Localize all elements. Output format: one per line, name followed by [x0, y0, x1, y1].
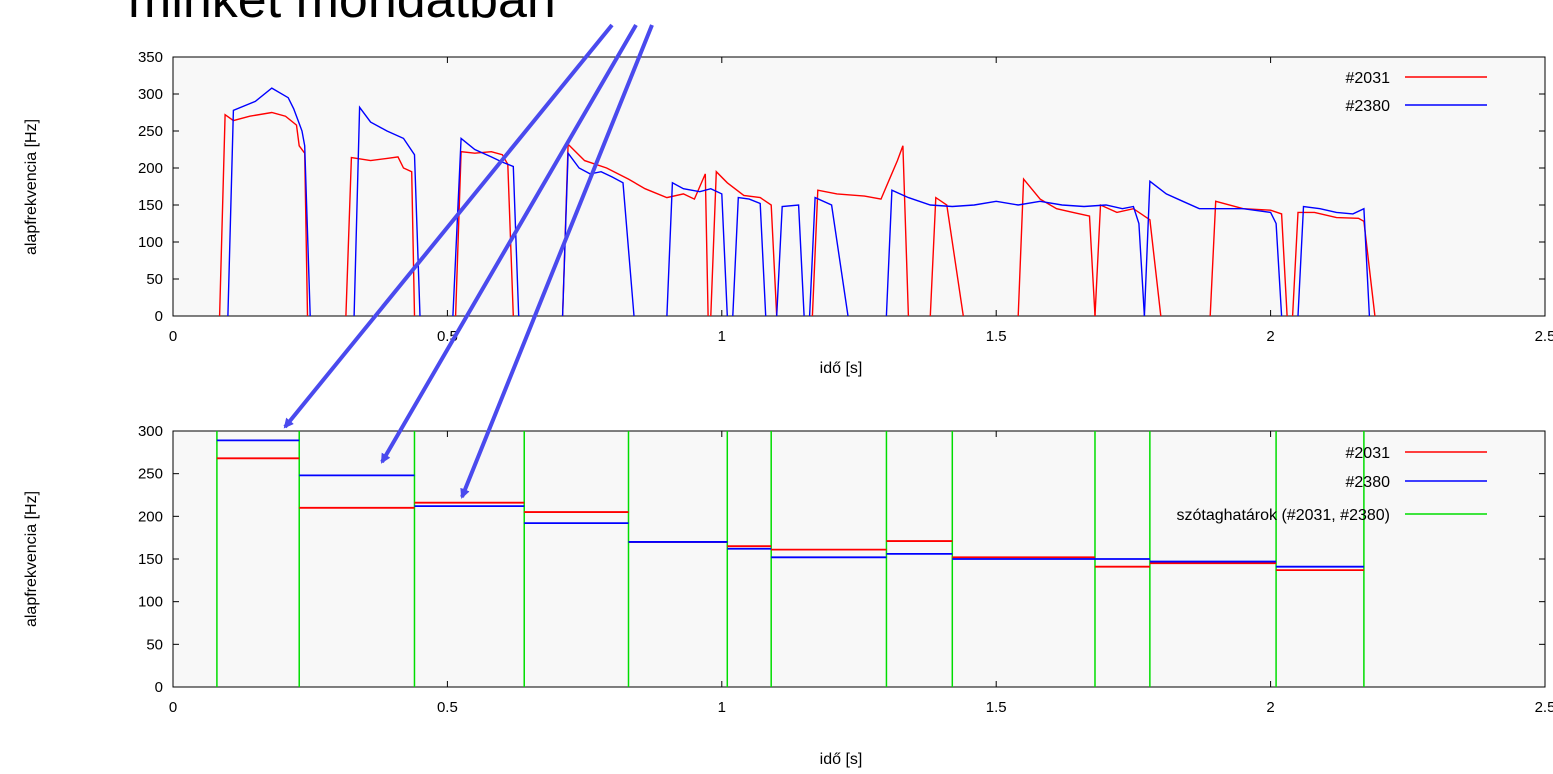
y-axis-label: alapfrekvencia [Hz]	[23, 491, 40, 627]
y-tick-label: 150	[138, 551, 163, 568]
f0-contour-segment	[811, 145, 910, 317]
f0-contour-segment	[1143, 179, 1283, 317]
y-tick-label: 150	[138, 197, 163, 214]
x-tick-label: 0.5	[437, 699, 458, 716]
f0-contour-segment	[776, 204, 805, 317]
y-tick-label: 200	[138, 160, 163, 177]
y-tick-label: 0	[155, 308, 163, 325]
f0-contour-segment	[561, 151, 635, 317]
y-tick-label: 0	[155, 679, 163, 696]
y-tick-label: 350	[138, 49, 163, 66]
y-tick-label: 50	[146, 271, 163, 288]
f0-contour-segment	[808, 196, 849, 317]
f0-contour-segment	[452, 136, 520, 317]
y-axis-label: alapfrekvencia [Hz]	[23, 119, 40, 255]
plot-area	[172, 56, 1546, 317]
f0-contour-segment	[666, 181, 728, 317]
y-tick-label: 300	[138, 86, 163, 103]
f0-contour-segment	[1297, 205, 1371, 317]
legend: #2031 #2380	[1346, 70, 1487, 115]
f0-contour-segment	[1017, 177, 1096, 317]
x-tick-label: 1.5	[986, 328, 1007, 345]
legend-label-2031: #2031	[1346, 445, 1391, 462]
legend-label-boundaries: szótaghatárok (#2031, #2380)	[1177, 507, 1390, 524]
y-tick-label: 100	[138, 594, 163, 611]
f0-contour-segment	[1209, 200, 1288, 317]
y-tick-label: 200	[138, 508, 163, 525]
f0-contour-segment	[353, 105, 421, 317]
x-tick-label: 2	[1266, 699, 1274, 716]
x-tick-label: 2.5	[1535, 328, 1553, 345]
y-tick-label: 100	[138, 234, 163, 251]
f0-contour-segment	[218, 111, 309, 317]
f0-contour-segment	[929, 196, 964, 317]
x-tick-label: 2.5	[1535, 699, 1553, 716]
x-tick-label: 0	[169, 328, 177, 345]
x-tick-label: 1	[718, 699, 726, 716]
y-tick-label: 250	[138, 123, 163, 140]
f0-contour-segment	[227, 87, 311, 317]
y-tick-label: 50	[146, 636, 163, 653]
syllable-f0-chart: 0 50 100 150 200 250 300 0 0.5 1 1.5 2 2.5 alapfrekv…	[23, 423, 1553, 768]
x-axis-label: idő [s]	[820, 360, 863, 377]
legend-label-2380: #2380	[1346, 98, 1391, 115]
x-tick-label: 2	[1266, 328, 1274, 345]
f0-contour-segment	[732, 196, 767, 317]
annotation-arrow	[460, 24, 654, 499]
x-axis-label: idő [s]	[820, 751, 863, 768]
x-tick-label: 1	[718, 328, 726, 345]
legend: #2031 #2380 szótaghatárok (#2031, #2380)	[1177, 445, 1487, 524]
annotation-arrow	[380, 23, 638, 464]
slide-title: minket mondatban	[128, 0, 556, 29]
x-tick-label: 1.5	[986, 699, 1007, 716]
f0-contour-segment	[345, 156, 416, 317]
plot-area	[172, 430, 1546, 688]
legend-label-2031: #2031	[1346, 70, 1391, 87]
f0-contour-segment	[885, 189, 1146, 317]
y-tick-label: 250	[138, 466, 163, 483]
f0-contour-segment	[710, 170, 778, 317]
legend-label-2380: #2380	[1346, 474, 1391, 491]
annotation-arrows	[283, 23, 654, 499]
annotation-arrow	[283, 23, 614, 429]
y-tick-label: 300	[138, 423, 163, 440]
x-tick-label: 0	[169, 699, 177, 716]
f0-contour-segment	[1094, 203, 1162, 317]
